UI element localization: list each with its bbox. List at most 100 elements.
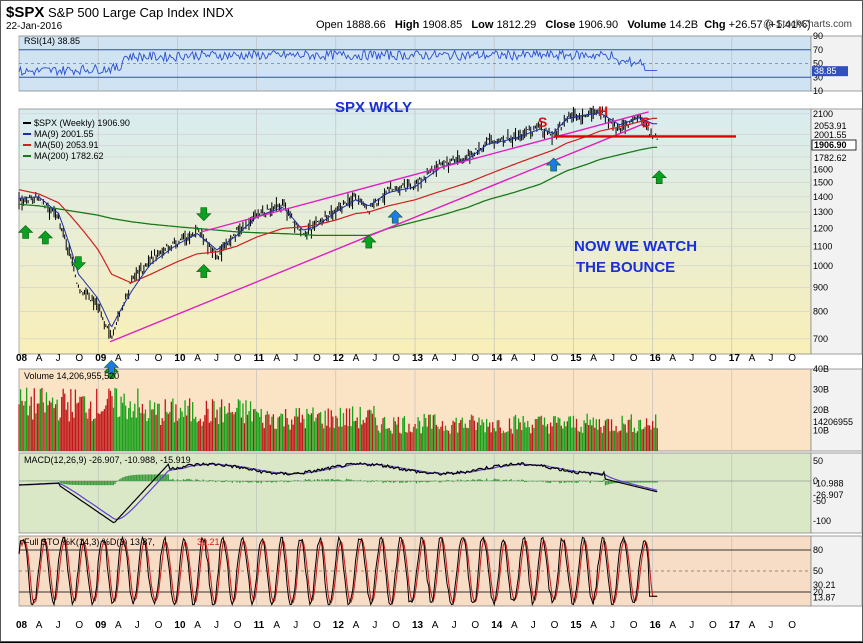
volume-bar (416, 429, 417, 451)
volume-bar (565, 426, 566, 451)
volume-bar (75, 390, 76, 451)
macd-tick-label: -100 (813, 516, 831, 526)
volume-bar (484, 432, 485, 451)
volume-bar (119, 417, 120, 451)
macd-hist-bar (328, 479, 329, 481)
volume-bar (389, 428, 390, 451)
volume-bar (599, 419, 600, 451)
volume-bar (329, 427, 330, 451)
volume-bar (194, 419, 195, 451)
macd-hist-bar (526, 481, 527, 482)
macd-hist-bar (600, 481, 601, 482)
macd-hist-bar (88, 481, 89, 485)
volume-bar (60, 418, 61, 451)
volume-bar (634, 428, 635, 451)
x-tick-label: J (531, 353, 536, 364)
volume-bar (168, 414, 169, 451)
volume-bar (606, 419, 607, 451)
x-tick-label: A (36, 620, 43, 631)
x-tick-label: A (432, 620, 439, 631)
volume-bar (577, 431, 578, 451)
volume-bar (536, 419, 537, 451)
volume-bar (296, 408, 297, 451)
volume-bar (274, 429, 275, 451)
volume-bar (350, 426, 351, 451)
macd-hist-bar (640, 481, 641, 483)
volume-bar (290, 430, 291, 451)
macd-hist-bar (232, 481, 233, 483)
volume-bar (428, 415, 429, 451)
macd-hist-bar (486, 479, 487, 481)
volume-bar (332, 417, 333, 451)
volume-bar (222, 422, 223, 451)
macd-hist-bar (542, 481, 543, 482)
macd-hist-bar (180, 480, 181, 481)
volume-bar (472, 416, 473, 451)
volume-bar (210, 421, 211, 451)
volume-bar (235, 412, 236, 451)
volume-bar (159, 404, 160, 451)
volume-bar (250, 401, 251, 451)
volume-bar (523, 416, 524, 451)
macd-hist-bar (171, 480, 172, 481)
macd-hist-bar (608, 481, 609, 484)
annotation-watch: NOW WE WATCH (574, 238, 697, 255)
volume-bar (302, 415, 303, 451)
volume-bar (553, 416, 554, 451)
volume-bar (328, 409, 329, 451)
volume-bar (145, 409, 146, 451)
macd-hist-bar (254, 481, 255, 482)
macd-hist-bar (64, 481, 65, 484)
macd-hist-bar (81, 481, 82, 485)
macd-hist-bar (288, 481, 289, 482)
volume-bar (26, 388, 27, 451)
volume-bar (239, 400, 240, 451)
macd-hist-bar (221, 481, 222, 482)
volume-bar (364, 423, 365, 451)
macd-hist-bar (143, 475, 144, 481)
volume-bar (122, 403, 123, 451)
price-legend-entry: MA(200) 1782.62 (34, 151, 104, 161)
macd-hist-bar (350, 479, 351, 481)
x-tick-label: A (273, 620, 280, 631)
volume-bar (283, 427, 284, 451)
volume-bar (32, 420, 33, 451)
volume-bar (422, 427, 423, 451)
x-tick-label: J (293, 620, 298, 631)
volume-bar (459, 423, 460, 451)
volume-bar (483, 422, 484, 451)
macd-hist-bar (195, 479, 196, 481)
volume-bar (561, 426, 562, 451)
volume-bar (207, 409, 208, 451)
volume-bar (280, 414, 281, 451)
macd-hist-bar (67, 481, 68, 485)
volume-bar (184, 400, 185, 451)
x-tick-label: A (432, 353, 439, 364)
volume-bar (358, 428, 359, 451)
volume-bar (58, 420, 59, 451)
price-tick-label: 900 (813, 282, 828, 292)
volume-bar (242, 403, 243, 451)
macd-hist-bar (407, 481, 408, 482)
volume-bar (478, 418, 479, 451)
macd-hist-bar (579, 480, 580, 481)
macd-hist-bar (346, 479, 347, 481)
volume-bar (229, 403, 230, 451)
macd-hist-bar (395, 481, 396, 482)
volume-bar (116, 389, 117, 451)
volume-bar (585, 423, 586, 451)
volume-bar (486, 419, 487, 451)
volume-bar (597, 430, 598, 451)
macd-hist-bar (271, 481, 272, 483)
volume-bar (519, 422, 520, 451)
macd-hist-bar (414, 481, 415, 482)
rsi-last-label: 38.85 (814, 66, 837, 76)
volume-bar (385, 429, 386, 451)
volume-bar (596, 419, 597, 451)
macd-hist-bar (434, 480, 435, 481)
volume-bar (551, 426, 552, 451)
volume-bar (529, 427, 530, 451)
macd-hist-bar (349, 480, 350, 481)
x-tick-label: 11 (254, 353, 265, 364)
volume-bar (139, 407, 140, 451)
